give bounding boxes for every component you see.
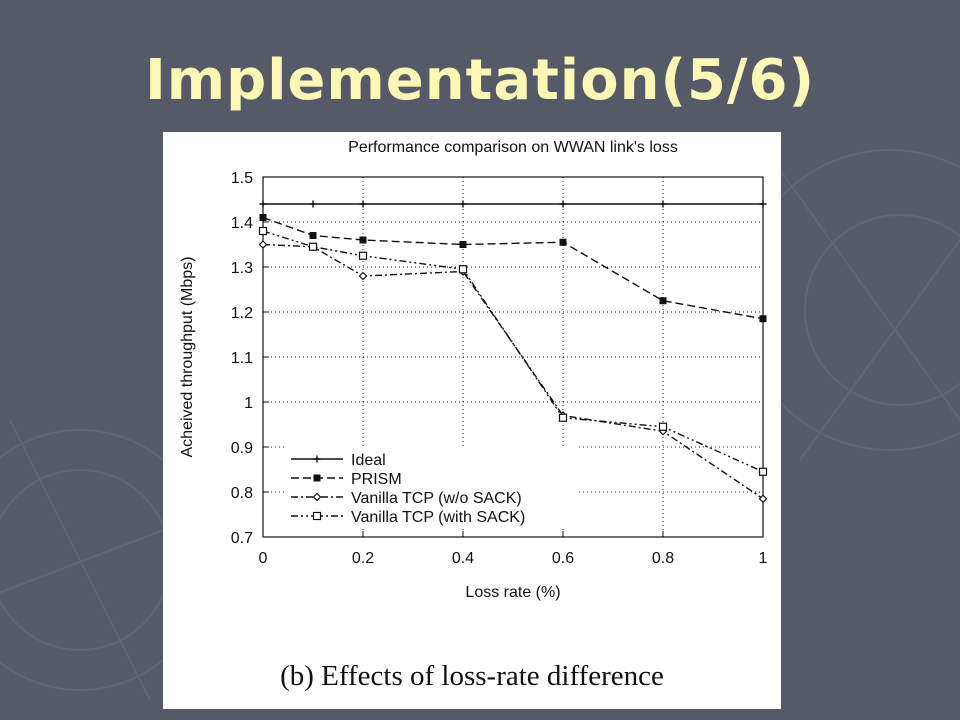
legend-marker-1 [313, 474, 321, 482]
data-point-series-0 [759, 200, 767, 208]
legend-marker-0 [313, 455, 321, 463]
data-point-series-3 [758, 467, 768, 476]
data-point-series-3 [258, 226, 268, 236]
y-tick-label: 1.2 [231, 305, 253, 322]
data-point-series-1 [259, 214, 267, 221]
x-tick-label: 0.6 [552, 550, 574, 567]
y-tick-label: 1.5 [231, 170, 253, 187]
line-chart: Performance comparison on WWAN link's lo… [179, 139, 768, 601]
y-tick-label: 0.9 [231, 440, 253, 457]
x-tick-label: 0.2 [352, 550, 374, 567]
data-point-series-3 [358, 251, 368, 260]
data-point-series-3 [558, 413, 568, 422]
series-line-1 [262, 216, 764, 320]
legend-label-1: PRISM [351, 471, 402, 488]
data-point-series-0 [459, 200, 467, 208]
legend-marker-3 [312, 511, 322, 521]
y-tick-label: 0.8 [231, 485, 253, 502]
x-axis-label: Loss rate (%) [465, 584, 560, 601]
y-tick-label: 1.3 [231, 260, 253, 277]
legend-label-2: Vanilla TCP (w/o SACK) [351, 490, 522, 507]
x-tick-label: 1 [759, 550, 768, 567]
data-point-series-0 [659, 200, 667, 208]
y-tick-label: 1.4 [231, 215, 253, 232]
data-point-series-0 [559, 200, 567, 208]
data-point-series-0 [259, 200, 267, 208]
data-point-series-0 [359, 200, 367, 208]
chart-title: Performance comparison on WWAN link's lo… [348, 139, 678, 156]
legend-label-0: Ideal [351, 452, 386, 469]
y-axis-label: Acheived throughput (Mbps) [179, 257, 196, 458]
x-tick-label: 0 [259, 550, 268, 567]
data-point-series-1 [459, 241, 467, 248]
data-point-series-3 [658, 422, 668, 431]
data-point-series-1 [309, 232, 317, 239]
x-tick-label: 0.4 [452, 550, 474, 567]
data-point-series-3 [308, 242, 318, 251]
data-point-series-2 [358, 271, 368, 281]
data-point-series-1 [359, 236, 367, 244]
data-point-series-2 [758, 494, 768, 504]
legend-marker-2 [312, 492, 322, 502]
data-point-series-3 [458, 265, 468, 274]
data-point-series-1 [559, 238, 567, 246]
slide-title: Implementation(5/6) [144, 48, 816, 113]
data-point-series-1 [659, 297, 667, 305]
figure-caption: (b) Effects of loss-rate difference [280, 660, 664, 692]
data-point-series-0 [309, 200, 317, 208]
data-point-series-2 [258, 240, 268, 249]
data-point-series-1 [759, 315, 767, 323]
y-tick-label: 1.1 [231, 350, 253, 367]
y-tick-label: 0.7 [231, 530, 253, 547]
y-tick-label: 1 [244, 395, 253, 412]
legend-label-3: Vanilla TCP (with SACK) [351, 509, 525, 526]
figure-panel: Performance comparison on WWAN link's lo… [163, 132, 781, 709]
x-tick-label: 0.8 [652, 550, 674, 567]
